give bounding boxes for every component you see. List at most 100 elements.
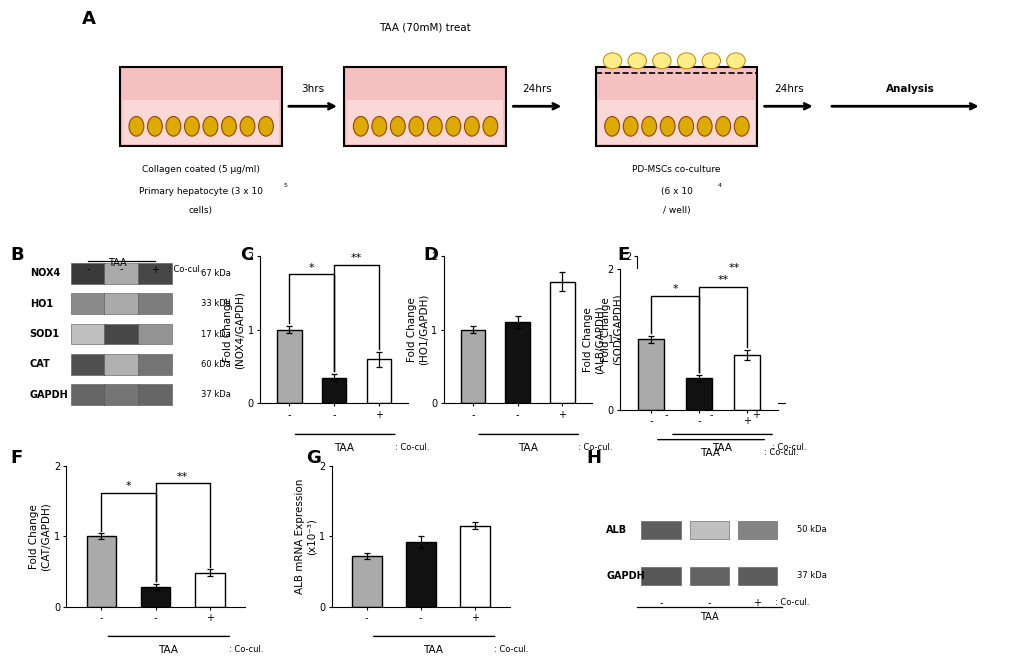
Ellipse shape — [445, 117, 461, 136]
Text: : Co-cul.: : Co-cul. — [228, 645, 263, 654]
Text: **: ** — [351, 253, 362, 263]
Text: GAPDH: GAPDH — [30, 390, 68, 400]
Bar — [743, 308, 768, 403]
Bar — [195, 573, 224, 607]
Text: *: * — [672, 284, 678, 295]
Bar — [120, 67, 281, 146]
Text: : Co-cul.: : Co-cul. — [493, 645, 528, 654]
Bar — [689, 567, 729, 585]
Bar — [595, 67, 756, 146]
Ellipse shape — [701, 53, 719, 69]
Bar — [71, 384, 105, 405]
Bar — [734, 355, 759, 410]
Ellipse shape — [726, 53, 745, 69]
Bar — [641, 521, 680, 539]
Text: 24hrs: 24hrs — [773, 84, 803, 94]
Bar — [321, 378, 346, 403]
Bar — [104, 323, 139, 344]
Text: HO1: HO1 — [30, 298, 53, 308]
Ellipse shape — [259, 117, 273, 136]
Text: TAA: TAA — [518, 443, 537, 453]
Bar — [71, 293, 105, 314]
Ellipse shape — [372, 117, 386, 136]
Text: F: F — [10, 449, 22, 467]
Text: : Co-cul.: : Co-cul. — [774, 598, 809, 607]
Text: TAA: TAA — [108, 258, 126, 268]
Text: 60 kDa: 60 kDa — [201, 360, 230, 369]
Ellipse shape — [483, 117, 497, 136]
Text: SOD1: SOD1 — [30, 329, 60, 339]
Ellipse shape — [677, 53, 695, 69]
Text: ALB: ALB — [605, 525, 627, 535]
Text: (6 x 10: (6 x 10 — [660, 187, 692, 196]
Bar — [276, 329, 302, 403]
Ellipse shape — [203, 117, 218, 136]
Bar — [698, 359, 723, 403]
Text: A: A — [82, 10, 96, 28]
Text: D: D — [423, 246, 438, 264]
Text: Primary hepatocyte (3 x 10: Primary hepatocyte (3 x 10 — [139, 187, 263, 196]
Text: TAA: TAA — [334, 443, 354, 453]
Bar — [138, 384, 172, 405]
Bar — [104, 263, 139, 283]
Text: CAT: CAT — [30, 359, 50, 369]
Ellipse shape — [715, 117, 730, 136]
Bar — [138, 354, 172, 375]
Ellipse shape — [659, 117, 675, 136]
Text: -: - — [120, 264, 123, 274]
Text: TAA: TAA — [158, 645, 178, 655]
Text: **: ** — [728, 263, 739, 273]
Text: 50 kDa: 50 kDa — [796, 525, 825, 535]
Bar — [346, 100, 502, 144]
Text: 5: 5 — [283, 184, 287, 188]
Bar — [737, 567, 776, 585]
Bar — [104, 293, 139, 314]
Y-axis label: Fold Change
(CAT/GAPDH): Fold Change (CAT/GAPDH) — [30, 502, 51, 571]
Bar — [141, 587, 170, 607]
Bar — [549, 281, 575, 403]
Bar — [689, 521, 729, 539]
Text: **: ** — [716, 275, 728, 285]
Text: C: C — [239, 246, 253, 264]
Text: : Co-cul.: : Co-cul. — [578, 443, 612, 452]
Y-axis label: Fold Change
(ALB/GAPDH): Fold Change (ALB/GAPDH) — [583, 305, 604, 374]
Bar — [737, 521, 776, 539]
Text: 37 kDa: 37 kDa — [796, 571, 826, 581]
Text: Analysis: Analysis — [884, 84, 933, 94]
Ellipse shape — [628, 53, 646, 69]
Text: : Co-cul.: : Co-cul. — [394, 443, 429, 452]
Text: TAA (70mM) treat: TAA (70mM) treat — [379, 23, 471, 33]
Bar — [87, 537, 116, 607]
Bar — [638, 340, 663, 410]
Ellipse shape — [390, 117, 405, 136]
Y-axis label: ALB mRNA Expression
(x10⁻³): ALB mRNA Expression (x10⁻³) — [294, 479, 316, 594]
Bar — [71, 263, 105, 283]
Bar — [138, 323, 172, 344]
Ellipse shape — [678, 117, 693, 136]
Text: / well): / well) — [662, 206, 690, 215]
Bar — [104, 384, 139, 405]
Text: 17 kDa: 17 kDa — [201, 329, 230, 338]
Text: +: + — [753, 598, 761, 608]
Bar — [344, 67, 505, 146]
Text: 37 kDa: 37 kDa — [201, 390, 230, 400]
Ellipse shape — [166, 117, 180, 136]
Bar — [71, 354, 105, 375]
Ellipse shape — [602, 53, 622, 69]
Text: *: * — [125, 481, 131, 491]
Text: G: G — [306, 449, 321, 467]
Ellipse shape — [652, 53, 671, 69]
Ellipse shape — [641, 117, 656, 136]
Text: TAA: TAA — [423, 645, 443, 655]
Ellipse shape — [148, 117, 162, 136]
Text: 3hrs: 3hrs — [301, 84, 324, 94]
Text: NOX4: NOX4 — [30, 268, 60, 278]
Text: E: E — [616, 246, 629, 264]
Text: 24hrs: 24hrs — [522, 84, 551, 94]
Bar — [352, 556, 381, 607]
Y-axis label: Fold Change
(SOD/GAPDH): Fold Change (SOD/GAPDH) — [600, 294, 622, 365]
Text: 4: 4 — [717, 184, 721, 188]
Y-axis label: Fold Change
(HO1/GAPDH): Fold Change (HO1/GAPDH) — [407, 294, 428, 365]
Text: +: + — [151, 264, 159, 274]
Text: TAA: TAA — [699, 612, 717, 623]
